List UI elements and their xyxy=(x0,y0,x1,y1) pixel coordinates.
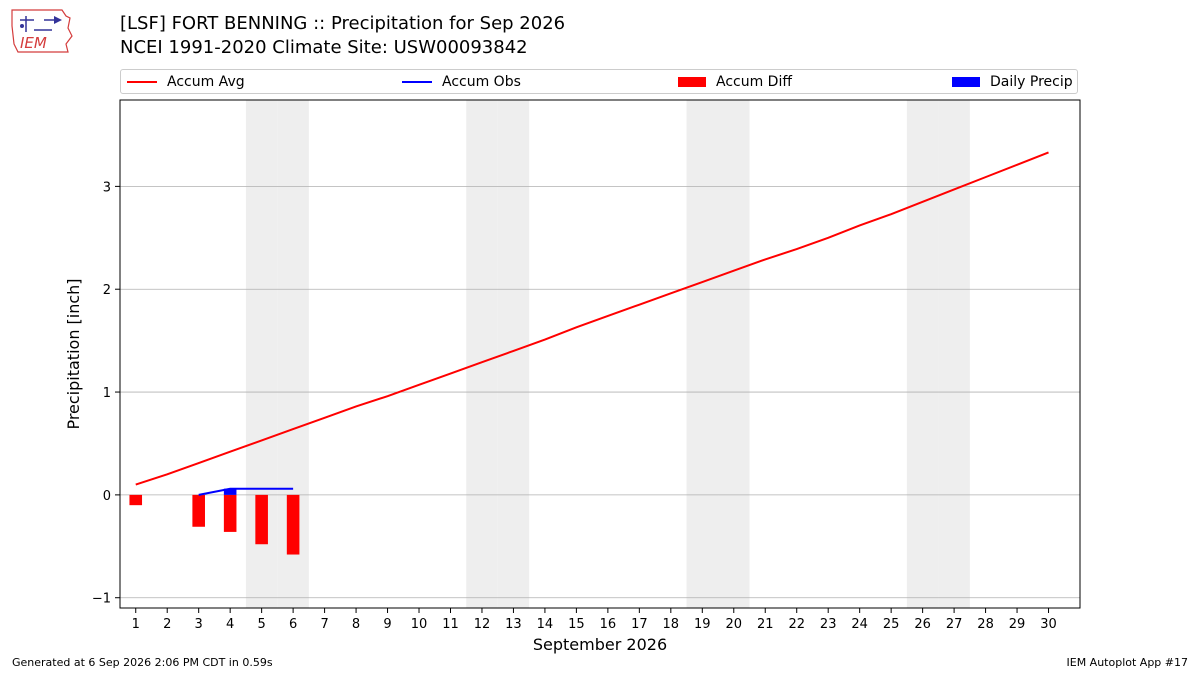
accum-diff-bar xyxy=(255,494,268,545)
weekend-band xyxy=(686,100,719,608)
iem-logo: IEM xyxy=(8,6,76,58)
x-tick-label: 13 xyxy=(505,617,522,632)
accum-avg-line xyxy=(135,151,1049,486)
footer-generated: Generated at 6 Sep 2026 2:06 PM CDT in 0… xyxy=(12,656,273,669)
legend-item-accum-obs: Accum Obs xyxy=(402,70,521,93)
weekend-band xyxy=(938,100,970,608)
x-tick-label: 24 xyxy=(851,617,868,632)
legend-label-accum-obs: Accum Obs xyxy=(442,73,521,90)
x-tick-label: 4 xyxy=(226,617,234,632)
x-tick-label: 11 xyxy=(442,617,459,632)
legend-label-daily-precip: Daily Precip xyxy=(990,73,1073,90)
x-tick-label: 20 xyxy=(725,617,742,632)
legend-label-accum-avg: Accum Avg xyxy=(167,73,245,90)
x-tick-label: 8 xyxy=(352,617,360,632)
x-tick-label: 5 xyxy=(257,617,265,632)
legend-swatch-accum-obs xyxy=(402,80,432,83)
legend-swatch-accum-avg xyxy=(127,80,157,83)
x-tick-label: 14 xyxy=(537,617,554,632)
iowa-outline-icon: IEM xyxy=(11,9,73,53)
weekend-band xyxy=(466,100,498,608)
accum-diff-bar xyxy=(223,494,237,532)
x-tick-label: 3 xyxy=(195,617,203,632)
x-tick-label: 28 xyxy=(977,617,994,632)
footer-app: IEM Autoplot App #17 xyxy=(1066,656,1189,669)
plot-frame xyxy=(119,99,1081,609)
x-tick-label: 7 xyxy=(320,617,328,632)
x-tick-label: 1 xyxy=(132,617,140,632)
daily-precip-bar xyxy=(223,488,237,495)
x-tick-label: 10 xyxy=(411,617,428,632)
x-tick-label: 2 xyxy=(163,617,171,632)
legend-item-accum-avg: Accum Avg xyxy=(127,70,245,93)
legend: Accum Avg Accum Obs Accum Diff Daily Pre… xyxy=(120,69,1078,94)
x-tick-label: 16 xyxy=(600,617,617,632)
weekend-band xyxy=(906,100,939,608)
x-tick-label: 25 xyxy=(883,617,900,632)
legend-item-daily-precip: Daily Precip xyxy=(952,70,1073,93)
accum-diff-bar xyxy=(129,494,143,506)
x-tick-label: 6 xyxy=(289,617,297,632)
x-tick-label: 21 xyxy=(757,617,774,632)
x-tick-label: 18 xyxy=(663,617,680,632)
legend-swatch-accum-diff xyxy=(678,76,706,87)
accum-obs-line xyxy=(198,487,294,496)
x-tick-label: 23 xyxy=(820,617,837,632)
weekend-band xyxy=(718,100,750,608)
logo-text: IEM xyxy=(20,34,47,52)
x-tick-label: 9 xyxy=(383,617,391,632)
accum-diff-bar xyxy=(192,494,205,527)
y-tick-label: 1 xyxy=(103,386,111,401)
x-tick-label: 19 xyxy=(694,617,711,632)
y-tick-label: −1 xyxy=(92,592,111,607)
y-axis-label: Precipitation [inch] xyxy=(64,278,83,429)
legend-label-accum-diff: Accum Diff xyxy=(716,73,793,90)
x-tick-label: 12 xyxy=(474,617,491,632)
y-tick-label: 3 xyxy=(103,180,111,195)
title-line-1: [LSF] FORT BENNING :: Precipitation for … xyxy=(120,13,566,34)
y-tick-label: 2 xyxy=(103,283,111,298)
chart-title: [LSF] FORT BENNING :: Precipitation for … xyxy=(120,12,565,60)
y-tick-label: 0 xyxy=(103,489,111,504)
x-axis-label: September 2026 xyxy=(533,635,667,654)
x-tick-label: 30 xyxy=(1040,617,1057,632)
x-tick-label: 27 xyxy=(946,617,963,632)
x-tick-label: 29 xyxy=(1009,617,1026,632)
x-tick-label: 17 xyxy=(631,617,648,632)
legend-item-accum-diff: Accum Diff xyxy=(678,70,792,93)
legend-swatch-daily-precip xyxy=(952,76,980,87)
x-tick-label: 22 xyxy=(788,617,805,632)
title-line-2: NCEI 1991-2020 Climate Site: USW00093842 xyxy=(120,37,528,58)
accum-diff-bar xyxy=(286,494,300,555)
x-tick-label: 26 xyxy=(914,617,931,632)
x-tick-label: 15 xyxy=(568,617,585,632)
